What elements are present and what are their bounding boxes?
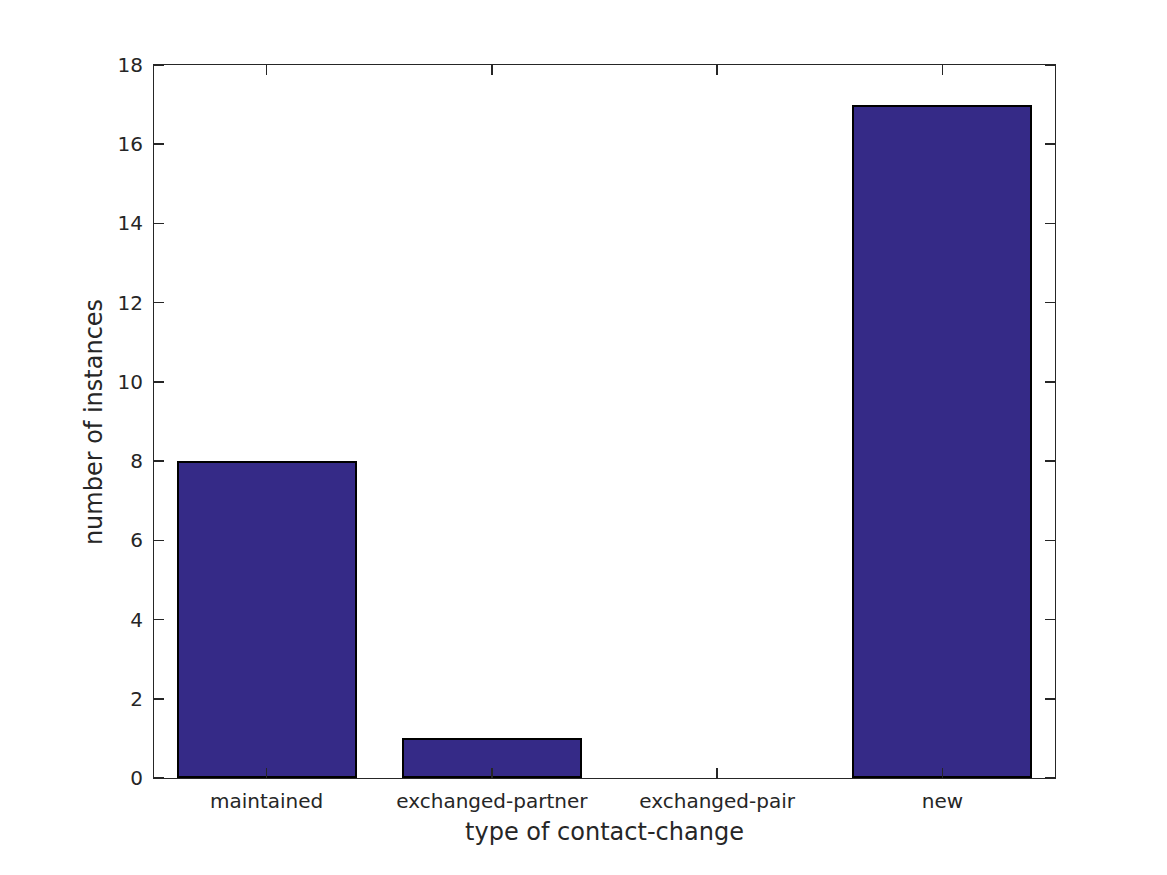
y-tick-mark-right [1045, 540, 1055, 542]
y-tick-mark-right [1045, 143, 1055, 145]
y-tick-label: 12 [43, 290, 143, 316]
y-tick-mark-left [154, 223, 164, 225]
x-tick-label: maintained [210, 788, 323, 814]
y-tick-label: 14 [43, 210, 143, 236]
x-axis-title: type of contact-change [465, 818, 744, 846]
y-tick-label: 2 [43, 686, 143, 712]
y-tick-mark-right [1045, 223, 1055, 225]
x-tick-mark-bottom [716, 768, 718, 778]
y-tick-label: 18 [43, 52, 143, 78]
x-tick-mark-bottom [942, 768, 944, 778]
y-tick-mark-left [154, 619, 164, 621]
y-tick-mark-right [1045, 777, 1055, 779]
bar-chart-figure: number of instances type of contact-chan… [0, 0, 1167, 875]
y-tick-label: 10 [43, 369, 143, 395]
y-tick-label: 8 [43, 448, 143, 474]
y-tick-mark-left [154, 777, 164, 779]
y-tick-label: 6 [43, 527, 143, 553]
x-tick-label: new [922, 788, 963, 814]
y-tick-mark-left [154, 64, 164, 66]
x-tick-label: exchanged-pair [639, 788, 795, 814]
x-tick-mark-top [716, 65, 718, 75]
x-tick-mark-top [491, 65, 493, 75]
y-tick-label: 4 [43, 607, 143, 633]
y-tick-label: 16 [43, 131, 143, 157]
x-tick-label: exchanged-partner [396, 788, 587, 814]
x-tick-mark-top [942, 65, 944, 75]
x-tick-mark-bottom [491, 768, 493, 778]
y-tick-mark-right [1045, 698, 1055, 700]
y-tick-mark-right [1045, 302, 1055, 304]
plot-area [153, 64, 1056, 779]
y-tick-mark-right [1045, 381, 1055, 383]
x-tick-mark-top [266, 65, 268, 75]
bar-maintained [177, 461, 357, 778]
y-axis-title: number of instances [80, 298, 108, 544]
y-tick-mark-right [1045, 619, 1055, 621]
y-tick-mark-left [154, 698, 164, 700]
y-tick-mark-left [154, 540, 164, 542]
y-tick-mark-left [154, 460, 164, 462]
y-tick-mark-right [1045, 64, 1055, 66]
y-tick-mark-left [154, 143, 164, 145]
y-tick-label: 0 [43, 765, 143, 791]
y-tick-mark-right [1045, 460, 1055, 462]
bar-new [852, 105, 1032, 778]
y-tick-mark-left [154, 302, 164, 304]
x-tick-mark-bottom [266, 768, 268, 778]
y-tick-mark-left [154, 381, 164, 383]
